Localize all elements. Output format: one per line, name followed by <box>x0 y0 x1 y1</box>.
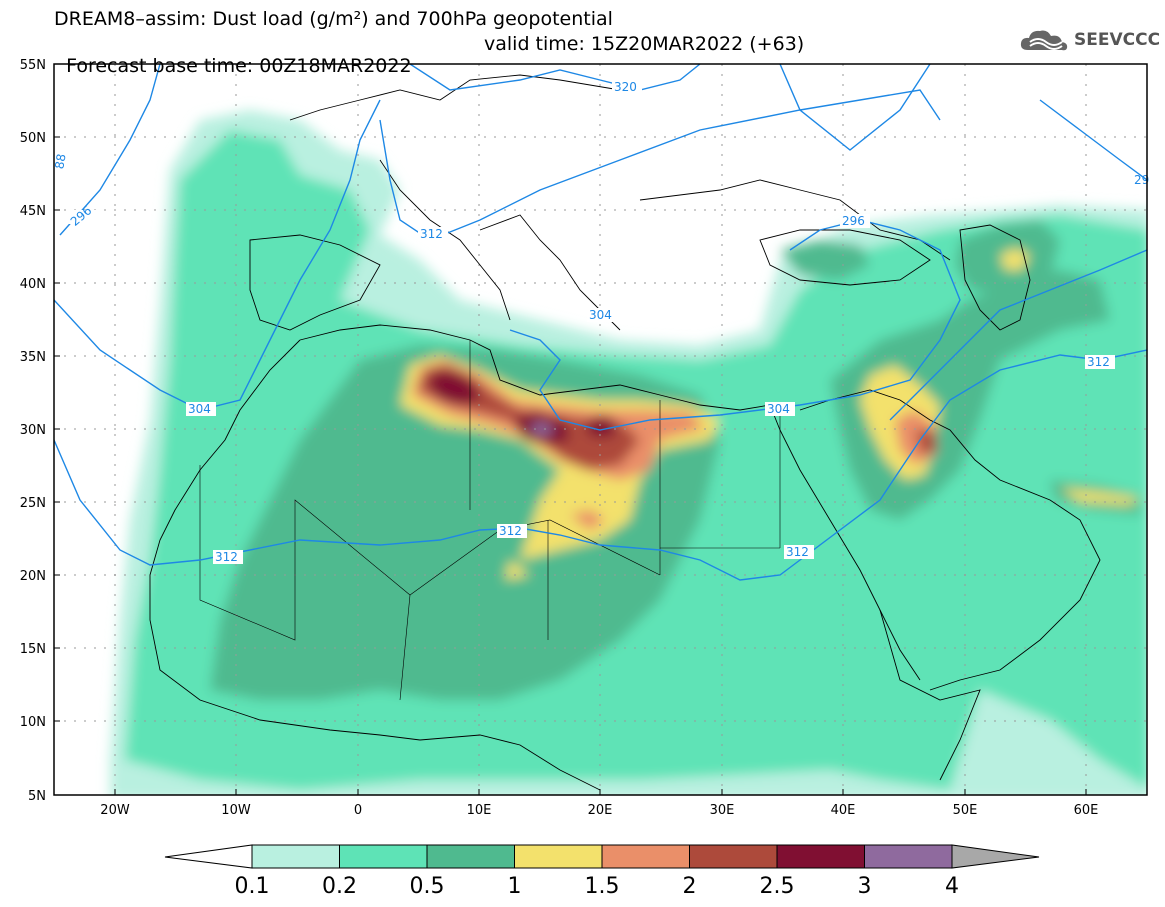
valid-time: valid time: 15Z20MAR2022 (+63) <box>484 33 805 55</box>
tick-marks <box>54 63 1087 795</box>
contour-label: 296 <box>842 214 865 228</box>
colorbar-swatch <box>251 844 340 869</box>
lat-label: 20N <box>20 569 46 584</box>
contour-label: 312 <box>215 550 238 564</box>
contour-label: 88 <box>52 153 68 170</box>
graticule <box>54 64 1147 795</box>
contour-label: 312 <box>1087 355 1110 369</box>
lat-label: 30N <box>20 423 46 438</box>
lon-label: 20E <box>588 803 613 818</box>
lon-label: 50E <box>953 803 978 818</box>
map-title: DREAM8–assim: Dust load (g/m²) and 700hP… <box>54 8 613 30</box>
lon-label: 30E <box>710 803 735 818</box>
colorbar-swatch <box>689 844 778 869</box>
longitude-labels: 20W 10W 0 10E 20E 30E 40E 50E 60E <box>100 803 1098 818</box>
lat-label: 5N <box>28 789 46 804</box>
lat-label: 10N <box>20 715 46 730</box>
colorbar-swatch <box>864 844 953 869</box>
colorbar-label: 4 <box>945 874 959 899</box>
colorbar-swatch <box>601 844 690 869</box>
logo-text: SEEVCCC <box>1074 30 1161 50</box>
colorbar-label: 2.5 <box>760 874 795 899</box>
coastlines <box>149 74 1101 791</box>
lat-label: 40N <box>20 277 46 292</box>
colorbar-label: 1 <box>508 874 522 899</box>
colorbar-swatch <box>426 844 515 869</box>
lon-label: 60E <box>1074 803 1099 818</box>
contour-label: 320 <box>614 80 637 94</box>
dust-field <box>54 64 1147 795</box>
lon-label: 40E <box>831 803 856 818</box>
colorbar-label: 2 <box>683 874 697 899</box>
contour-label: 304 <box>767 402 790 416</box>
colorbar-under-arrow <box>164 844 253 869</box>
contour-label: 304 <box>188 402 211 416</box>
colorbar: 0.1 0.2 0.5 1 1.5 2 2.5 3 4 <box>164 844 1040 899</box>
lon-label: 10W <box>221 803 251 818</box>
colorbar-label: 1.5 <box>585 874 620 899</box>
lon-label: 0 <box>354 803 362 818</box>
lat-label: 25N <box>20 496 46 511</box>
geopotential-contours <box>54 64 1147 581</box>
colorbar-swatch <box>514 844 603 869</box>
contour-label: 312 <box>499 524 522 538</box>
contour-label: 29 <box>1134 173 1149 187</box>
colorbar-over-arrow <box>951 844 1040 869</box>
colorbar-label: 0.1 <box>235 874 270 899</box>
lat-label: 50N <box>20 131 46 146</box>
colorbar-label: 0.5 <box>410 874 445 899</box>
contour-label: 296 <box>68 203 95 228</box>
base-time: Forecast base time: 00Z18MAR2022 <box>66 55 412 77</box>
lat-label: 45N <box>20 204 46 219</box>
lat-label: 55N <box>20 58 46 73</box>
cloud-logo-icon <box>1020 30 1068 51</box>
contour-label: 312 <box>786 545 809 559</box>
colorbar-swatch <box>776 844 865 869</box>
lon-label: 20W <box>100 803 130 818</box>
colorbar-label: 3 <box>858 874 872 899</box>
colorbar-swatch <box>339 844 428 869</box>
forecast-times: Forecast base time: 00Z18MAR2022 valid t… <box>54 33 804 99</box>
country-borders <box>199 340 781 701</box>
contour-label: 312 <box>420 227 443 241</box>
lon-label: 10E <box>467 803 492 818</box>
lat-label: 35N <box>20 350 46 365</box>
latitude-labels: 55N 50N 45N 40N 35N 30N 25N 20N 15N 10N … <box>20 58 46 804</box>
lat-label: 15N <box>20 642 46 657</box>
seevccc-logo: SEEVCCC <box>1018 26 1160 54</box>
contour-label: 304 <box>589 308 612 322</box>
colorbar-label: 0.2 <box>322 874 357 899</box>
